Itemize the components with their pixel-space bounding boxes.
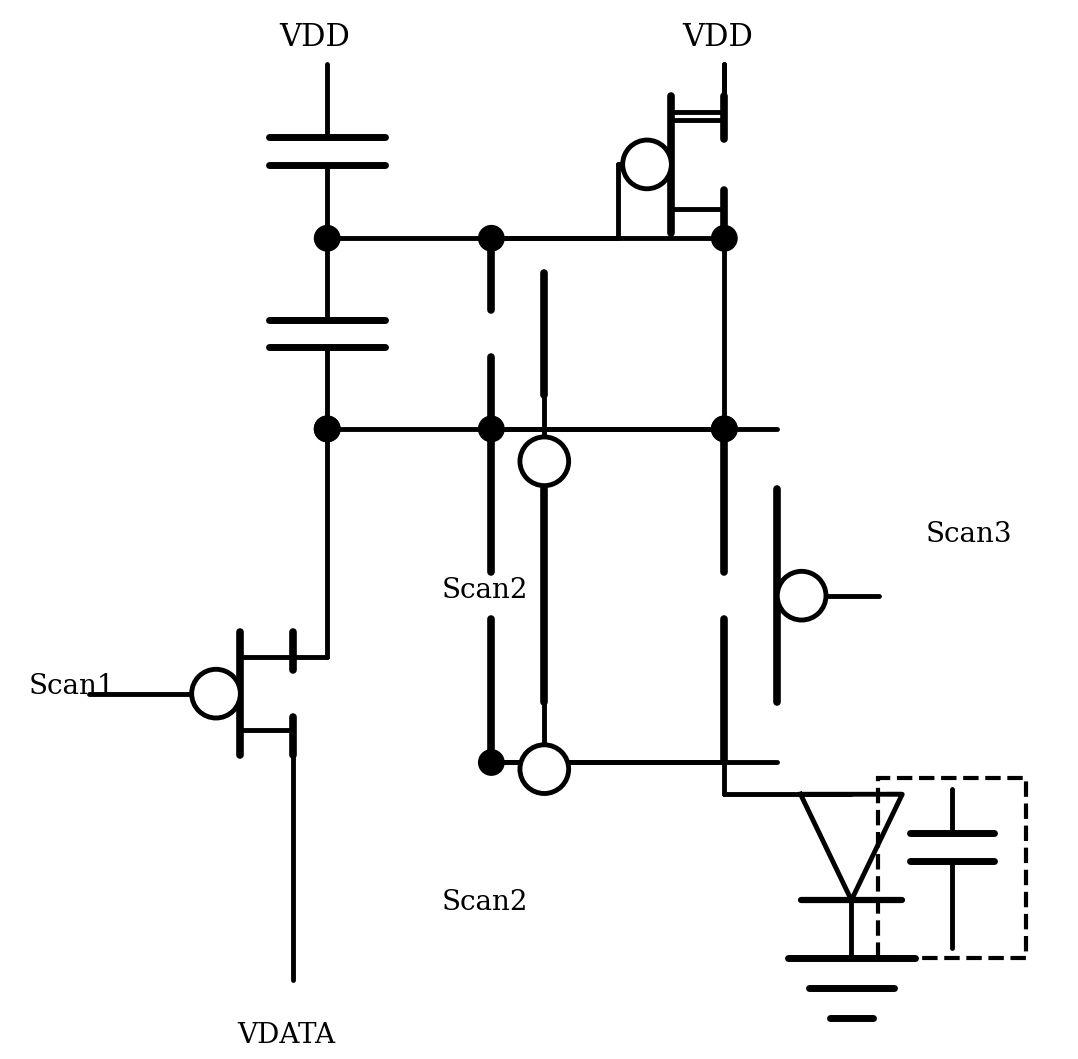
Text: Scan3: Scan3 [926, 521, 1012, 549]
Text: VDD: VDD [279, 21, 350, 53]
Circle shape [711, 416, 737, 442]
Text: Scan2: Scan2 [442, 889, 528, 916]
Circle shape [315, 416, 340, 442]
Circle shape [315, 416, 340, 442]
Circle shape [777, 572, 826, 620]
Circle shape [192, 669, 240, 718]
Circle shape [520, 437, 569, 486]
Text: Scan2: Scan2 [442, 577, 528, 605]
Circle shape [479, 750, 505, 775]
Text: VDD: VDD [682, 21, 752, 53]
Text: Scan1: Scan1 [28, 672, 115, 700]
Circle shape [315, 226, 340, 251]
Circle shape [479, 226, 505, 251]
Circle shape [520, 744, 569, 793]
Circle shape [623, 140, 672, 189]
Circle shape [711, 226, 737, 251]
Circle shape [479, 416, 505, 442]
Text: VDATA: VDATA [237, 1022, 335, 1049]
Circle shape [711, 416, 737, 442]
